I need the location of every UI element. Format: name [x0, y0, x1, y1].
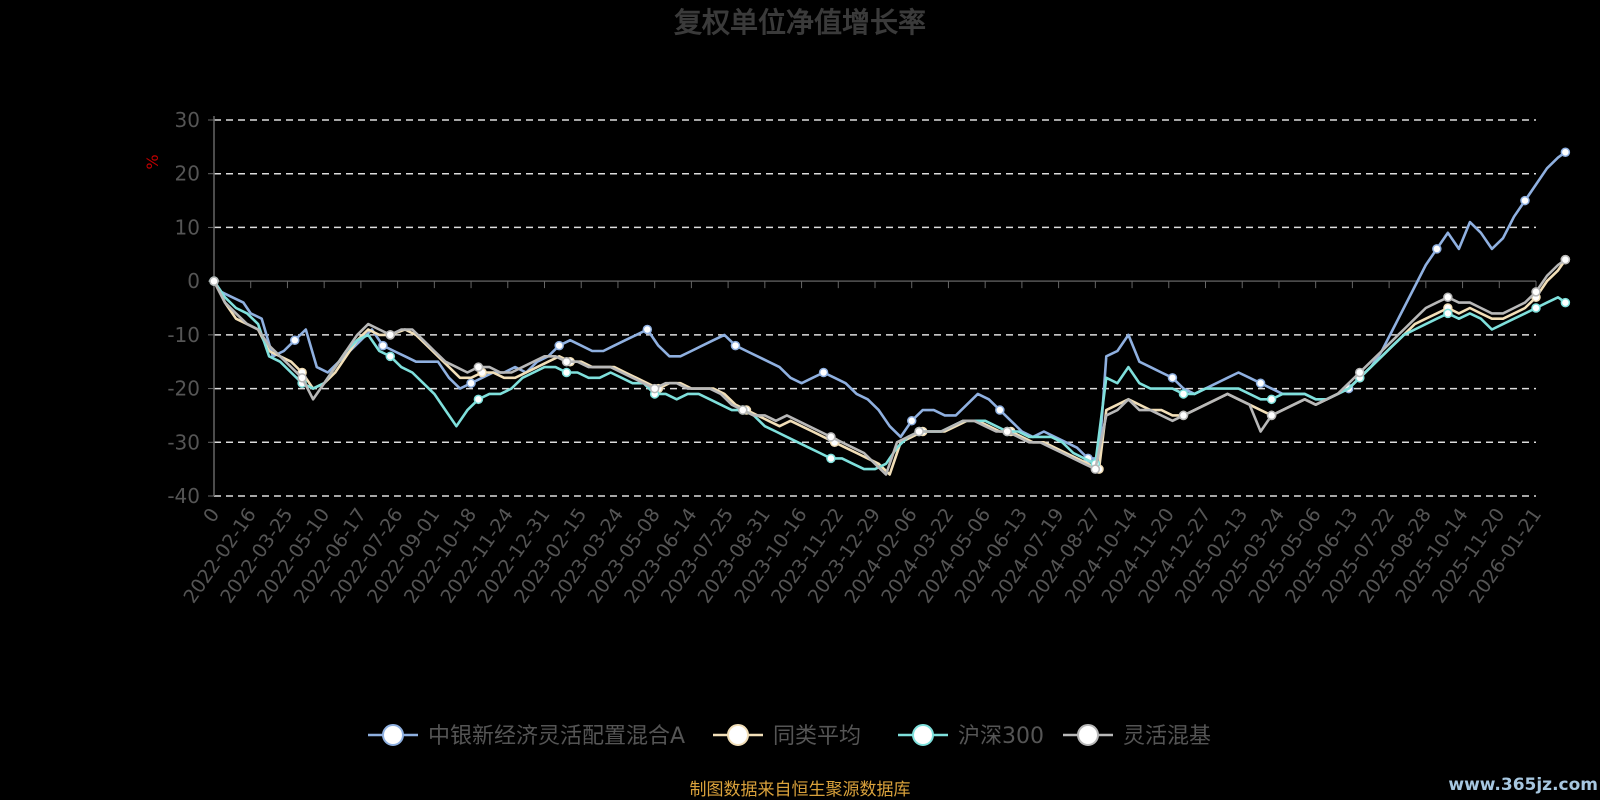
series-point-0	[378, 340, 388, 351]
series-point-0	[642, 324, 653, 335]
y-tick-label: 10	[175, 215, 200, 239]
series-point-0	[1167, 373, 1178, 383]
series-point-2	[1266, 394, 1277, 405]
series-point-3	[1354, 367, 1365, 378]
legend-item-3: 灵活混基	[1063, 724, 1211, 749]
legend-label: 沪深300	[958, 724, 1044, 749]
series-line-0	[212, 151, 1567, 460]
series-point-2	[1443, 308, 1453, 319]
legend-label: 同类平均	[773, 724, 861, 749]
grid-lines	[214, 119, 1536, 497]
chart-title: 复权单位净值增长率	[674, 6, 926, 39]
series-point-3	[1560, 254, 1571, 265]
y-tick-label: 0	[187, 269, 200, 293]
series-point-0	[1255, 378, 1266, 388]
series-point-0	[906, 416, 917, 426]
series-point-3	[1443, 292, 1453, 303]
series-point-3	[1178, 410, 1189, 421]
y-tick-label: -10	[167, 323, 200, 347]
series-line-3	[212, 258, 1567, 476]
series-point-0	[1432, 244, 1442, 254]
series-point-3	[1266, 410, 1277, 421]
axes	[208, 116, 1537, 497]
series-point-0	[290, 335, 300, 345]
series-point-3	[738, 405, 748, 415]
legend-label: 灵活混基	[1123, 724, 1211, 749]
series-point-0	[554, 340, 564, 351]
series-point-3	[209, 276, 219, 286]
series-point-0	[818, 367, 829, 378]
series-point-2	[826, 453, 836, 464]
series-point-3	[914, 426, 924, 437]
series-point-0	[1560, 147, 1571, 157]
series-point-3	[561, 356, 572, 367]
series-point-2	[1178, 389, 1189, 399]
y-tick-label: -20	[167, 377, 200, 401]
y-tick-label: 20	[175, 162, 200, 186]
watermark: www.365jz.com	[1448, 775, 1598, 795]
series-point-0	[995, 405, 1005, 415]
series-point-2	[473, 394, 484, 405]
data-source-note: 制图数据来自恒生聚源数据库	[690, 780, 911, 800]
series-point-2	[1531, 303, 1541, 313]
x-tick-labels: 02022-02-162022-03-252022-05-102022-06-1…	[179, 504, 1546, 607]
series-point-2	[385, 351, 396, 362]
y-axis-unit: %	[143, 154, 162, 169]
legend: 中银新经济灵活配置混合A 同类平均 沪深300 灵活混基	[368, 724, 1211, 749]
series-point-3	[826, 432, 836, 442]
series-point-0	[730, 340, 741, 351]
y-tick-label: -40	[167, 484, 200, 508]
legend-label: 中银新经济灵活配置混合A	[428, 724, 685, 749]
legend-item-2: 沪深300	[898, 724, 1044, 749]
legend-marker	[912, 724, 934, 746]
series-point-3	[649, 383, 660, 394]
series-point-3	[1090, 464, 1101, 474]
legend-marker	[727, 724, 749, 746]
legend-marker	[1077, 724, 1099, 746]
y-tick-label: 30	[175, 108, 200, 132]
series-point-2	[1560, 297, 1571, 308]
legend-marker	[382, 724, 404, 746]
series-point-3	[1531, 287, 1541, 297]
series-point-3	[385, 330, 396, 340]
series-lines	[209, 147, 1571, 476]
series-point-3	[1002, 426, 1012, 437]
legend-item-1: 同类平均	[713, 724, 861, 749]
series-point-2	[561, 367, 572, 378]
y-tick-label: -30	[167, 430, 200, 454]
legend-item-0: 中银新经济灵活配置混合A	[368, 724, 685, 749]
series-point-0	[466, 378, 476, 388]
x-tick-label: 0	[199, 504, 224, 527]
y-tick-labels: 30 20 10 0 -10 -20 -30 -40	[167, 108, 200, 508]
series-point-3	[473, 362, 484, 372]
series-point-3	[297, 373, 307, 383]
series-point-0	[1520, 195, 1530, 206]
